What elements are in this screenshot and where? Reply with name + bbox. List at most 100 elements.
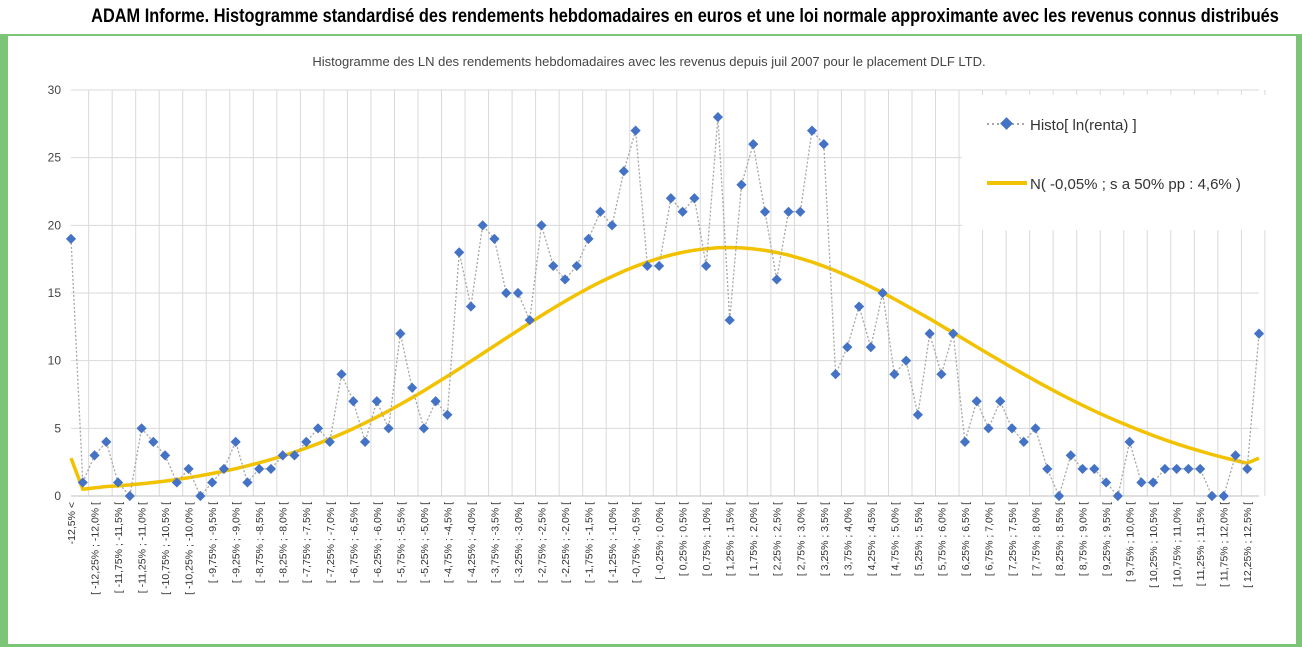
histo-point bbox=[901, 355, 912, 366]
histo-point bbox=[160, 450, 171, 461]
y-tick-label: 20 bbox=[48, 218, 62, 232]
histo-point bbox=[430, 396, 441, 407]
histo-point bbox=[1183, 463, 1194, 475]
y-tick-label: 30 bbox=[48, 83, 62, 97]
histo-point bbox=[1195, 463, 1206, 475]
histo-point bbox=[771, 274, 782, 285]
grid bbox=[71, 89, 1266, 497]
histo-point bbox=[736, 179, 747, 190]
histo-point bbox=[701, 260, 712, 272]
x-tick-label: [ 4,75% ; 5,0% [ bbox=[889, 502, 901, 576]
x-tick-label: [ 7,75% ; 8,0% [ bbox=[1031, 502, 1043, 576]
histo-point bbox=[618, 166, 629, 177]
histo-point bbox=[712, 111, 724, 123]
histo-point bbox=[336, 369, 347, 380]
x-tick-label: [ 8,25% ; 8,5% [ bbox=[1054, 502, 1066, 576]
histo-point bbox=[512, 287, 524, 299]
x-tick-label: [ -1,75% ; -1,5% [ bbox=[584, 502, 596, 583]
x-tick-label: [ -4,25% ; -4,0% [ bbox=[466, 502, 478, 583]
histo-point bbox=[995, 396, 1006, 407]
histo-point bbox=[183, 463, 194, 475]
legend-histo-label: Histo[ ln(renta) ] bbox=[1030, 117, 1137, 134]
histo-point bbox=[230, 436, 241, 447]
histo-point bbox=[1242, 463, 1253, 475]
x-tick-label: [ 6,75% ; 7,0% [ bbox=[983, 502, 995, 576]
histo-point bbox=[912, 409, 923, 420]
histo-point bbox=[971, 396, 982, 407]
x-tick-label: [ 2,75% ; 3,0% [ bbox=[795, 502, 807, 576]
histo-point bbox=[1253, 328, 1265, 339]
legend-box bbox=[962, 95, 1284, 230]
histo-point bbox=[889, 369, 900, 380]
x-tick-label: [ 8,75% ; 9,0% [ bbox=[1078, 502, 1090, 576]
histo-point bbox=[1159, 463, 1170, 475]
histo-point bbox=[583, 233, 594, 244]
histo-point bbox=[1148, 477, 1159, 488]
x-tick-label: [ -6,75% ; -6,5% [ bbox=[348, 502, 360, 583]
histo-point bbox=[465, 301, 477, 312]
histo-point bbox=[89, 450, 100, 461]
x-tick-label: [ -3,25% ; -3,0% [ bbox=[513, 502, 525, 583]
histo-point bbox=[853, 301, 865, 312]
histo-point bbox=[324, 436, 335, 447]
histo-point bbox=[195, 490, 206, 502]
histo-point bbox=[289, 450, 300, 461]
x-tick-label: [ -1,25% ; -1,0% [ bbox=[607, 502, 619, 583]
histo-point bbox=[759, 206, 771, 217]
x-tick-label: [ 12,25% ; 12,5% [ bbox=[1242, 502, 1254, 588]
histo-point bbox=[359, 436, 371, 447]
x-tick-label: [ 5,75% ; 6,0% [ bbox=[936, 502, 948, 576]
histo-point bbox=[936, 369, 947, 380]
histo-point bbox=[407, 382, 418, 393]
x-tick-label: [ -0,25% ; 0,0% [ bbox=[654, 502, 666, 580]
histo-point bbox=[383, 423, 394, 434]
x-tick-label: [ -11,25% ; -11,0% [ bbox=[137, 502, 149, 593]
histo-point bbox=[865, 342, 876, 353]
y-tick-label: 10 bbox=[48, 354, 62, 368]
histo-point bbox=[818, 139, 829, 150]
x-tick-label: [ 1,25% ; 1,5% [ bbox=[725, 502, 737, 576]
histo-point bbox=[724, 314, 735, 326]
x-tick-label: [ 3,25% ; 3,5% [ bbox=[819, 502, 831, 576]
histo-point bbox=[371, 396, 382, 407]
x-tick-label: [ -2,75% ; -2,5% [ bbox=[536, 502, 548, 583]
x-tick-label: [ 4,25% ; 4,5% [ bbox=[866, 502, 878, 576]
histo-point bbox=[665, 193, 676, 204]
page-title: ADAM Informe. Histogramme standardisé de… bbox=[91, 6, 1279, 27]
x-tick-label: [ 2,25% ; 2,5% [ bbox=[772, 502, 784, 576]
histo-point bbox=[1030, 423, 1041, 434]
histo-point bbox=[124, 490, 135, 502]
x-tick-label: -12,5% < bbox=[66, 502, 78, 544]
y-tick-label: 15 bbox=[48, 286, 62, 300]
histo-point bbox=[524, 314, 535, 326]
histo-point bbox=[65, 233, 77, 244]
histo-point bbox=[1077, 463, 1088, 475]
x-tick-label: [ -6,25% ; -6,0% [ bbox=[372, 502, 384, 583]
x-tick-label: [ 3,75% ; 4,0% [ bbox=[842, 502, 854, 576]
x-tick-label: [ -10,75% ; -10,5% [ bbox=[160, 502, 172, 595]
histo-point bbox=[254, 463, 265, 475]
histo-point bbox=[830, 369, 841, 380]
x-tick-label: [ 7,25% ; 7,5% [ bbox=[1007, 502, 1019, 576]
x-tick-label: [ -7,25% ; -7,0% [ bbox=[325, 502, 337, 583]
histo-point bbox=[1065, 450, 1076, 461]
histo-point bbox=[559, 274, 571, 285]
y-tick-label: 5 bbox=[54, 421, 61, 435]
chart-title: Histogramme des LN des rendements hebdom… bbox=[312, 54, 985, 69]
x-tick-label: [ 1,75% ; 2,0% [ bbox=[748, 502, 760, 576]
histo-point bbox=[606, 220, 618, 231]
histo-point bbox=[171, 477, 182, 488]
histo-point bbox=[642, 260, 653, 272]
histo-point bbox=[136, 423, 147, 434]
histo-point bbox=[842, 342, 853, 353]
histo-point bbox=[1042, 463, 1053, 475]
x-tick-label: [ -11,75% ; -11,5% [ bbox=[113, 502, 125, 593]
legend: Histo[ ln(renta) ] N( -0,05% ; s a 50% p… bbox=[962, 95, 1284, 230]
histo-point bbox=[983, 423, 994, 434]
histo-point bbox=[265, 463, 277, 475]
x-tick-label: [ 0,25% ; 0,5% [ bbox=[678, 502, 690, 576]
histo-point bbox=[418, 423, 429, 434]
histo-point bbox=[454, 247, 465, 258]
x-axis: -12,5% < [ -12,25% ; -12,0% [[ -11,75% ; … bbox=[66, 502, 1254, 595]
